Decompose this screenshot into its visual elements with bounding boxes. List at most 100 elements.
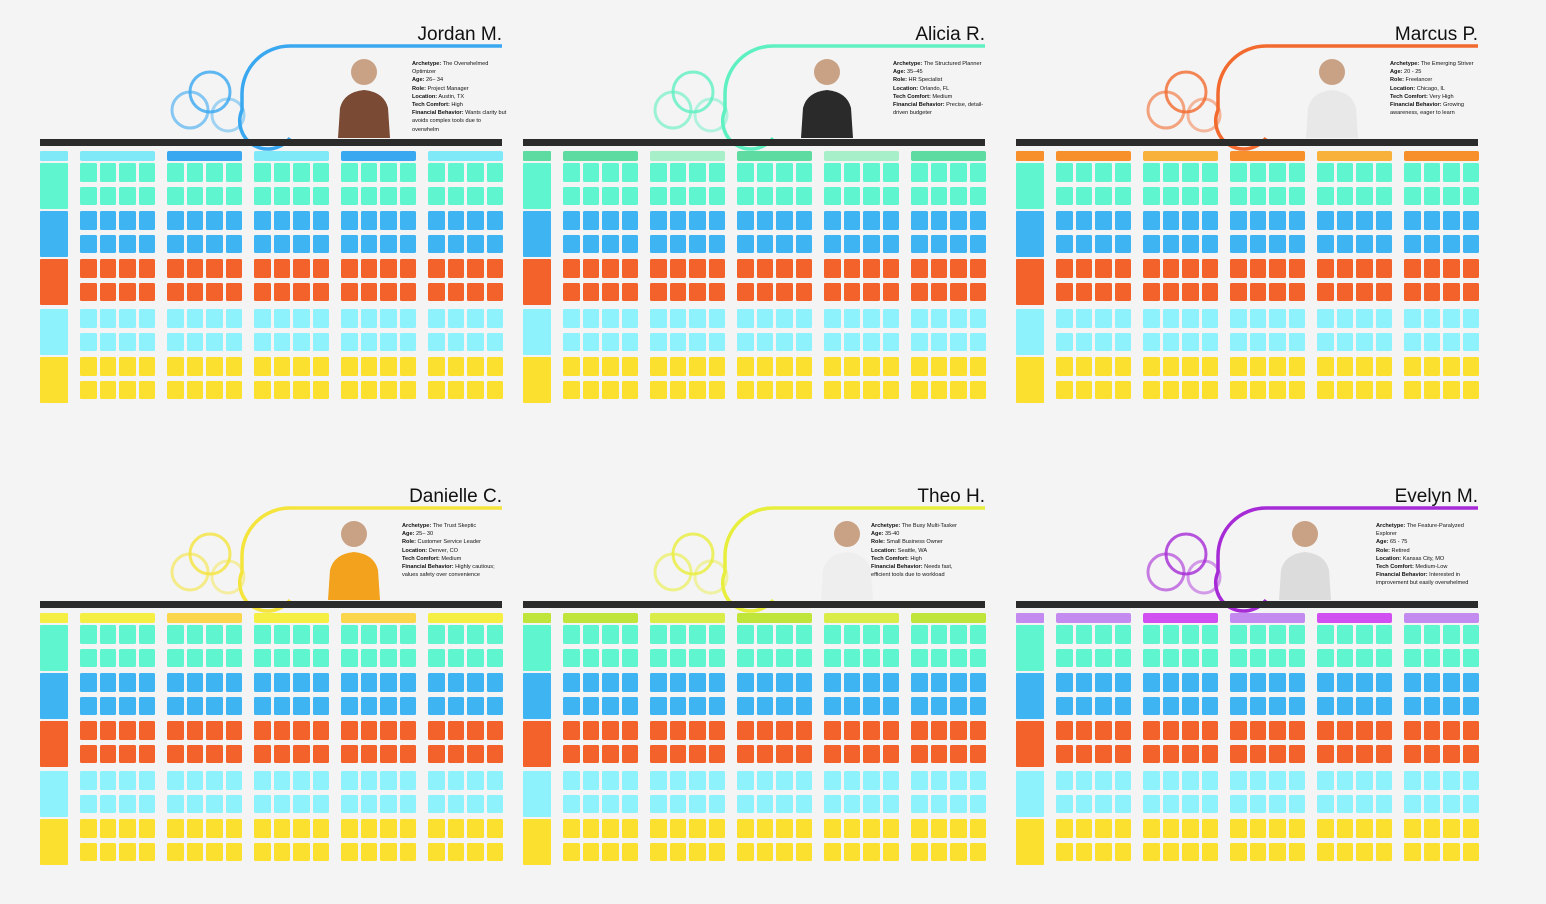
sticky-note[interactable] xyxy=(621,309,638,328)
sticky-note[interactable] xyxy=(708,771,725,790)
sticky-note[interactable] xyxy=(399,333,416,351)
sticky-note[interactable] xyxy=(930,843,947,861)
sticky-note[interactable] xyxy=(602,283,619,301)
sticky-note[interactable] xyxy=(650,795,667,813)
sticky-note[interactable] xyxy=(225,381,242,399)
sticky-note[interactable] xyxy=(1269,771,1286,790)
sticky-note[interactable] xyxy=(776,721,793,740)
sticky-note[interactable] xyxy=(950,697,967,715)
sticky-note[interactable] xyxy=(689,235,706,253)
sticky-note[interactable] xyxy=(1443,625,1460,644)
sticky-note[interactable] xyxy=(737,259,754,278)
sticky-note[interactable] xyxy=(1404,771,1421,790)
sticky-note[interactable] xyxy=(795,697,812,715)
sticky-note[interactable] xyxy=(1143,163,1160,182)
sticky-note[interactable] xyxy=(824,649,841,667)
sticky-note[interactable] xyxy=(1423,357,1440,376)
sticky-note[interactable] xyxy=(293,625,310,644)
sticky-note[interactable] xyxy=(1356,625,1373,644)
sticky-note[interactable] xyxy=(843,283,860,301)
sticky-note[interactable] xyxy=(467,381,484,399)
sticky-note[interactable] xyxy=(1143,819,1160,838)
sticky-note[interactable] xyxy=(1423,697,1440,715)
sticky-note[interactable] xyxy=(447,673,464,692)
sticky-note[interactable] xyxy=(1143,211,1160,230)
sticky-note[interactable] xyxy=(206,649,223,667)
sticky-note[interactable] xyxy=(602,235,619,253)
sticky-note[interactable] xyxy=(138,187,155,205)
sticky-note[interactable] xyxy=(1356,211,1373,230)
sticky-note[interactable] xyxy=(119,235,136,253)
sticky-note[interactable] xyxy=(1317,211,1334,230)
sticky-note[interactable] xyxy=(708,357,725,376)
sticky-note[interactable] xyxy=(863,697,880,715)
sticky-note[interactable] xyxy=(582,235,599,253)
sticky-note[interactable] xyxy=(1075,697,1092,715)
sticky-note[interactable] xyxy=(312,309,329,328)
sticky-note[interactable] xyxy=(380,673,397,692)
sticky-note[interactable] xyxy=(882,745,899,763)
sticky-note[interactable] xyxy=(206,163,223,182)
sticky-note[interactable] xyxy=(138,357,155,376)
sticky-note[interactable] xyxy=(1356,333,1373,351)
sticky-note[interactable] xyxy=(863,819,880,838)
sticky-note[interactable] xyxy=(708,843,725,861)
sticky-note[interactable] xyxy=(380,721,397,740)
sticky-note[interactable] xyxy=(341,745,358,763)
sticky-note[interactable] xyxy=(1462,771,1479,790)
sticky-note[interactable] xyxy=(795,795,812,813)
sticky-note[interactable] xyxy=(1336,721,1353,740)
sticky-note[interactable] xyxy=(273,211,290,230)
sticky-note[interactable] xyxy=(911,697,928,715)
sticky-note[interactable] xyxy=(1249,795,1266,813)
sticky-note[interactable] xyxy=(399,843,416,861)
stage-header[interactable] xyxy=(650,151,725,161)
sticky-note[interactable] xyxy=(1443,235,1460,253)
sticky-note[interactable] xyxy=(1162,745,1179,763)
sticky-note[interactable] xyxy=(1056,673,1073,692)
sticky-note[interactable] xyxy=(1404,163,1421,182)
sticky-note[interactable] xyxy=(621,235,638,253)
sticky-note[interactable] xyxy=(863,721,880,740)
sticky-note[interactable] xyxy=(186,283,203,301)
sticky-note[interactable] xyxy=(167,357,184,376)
sticky-note[interactable] xyxy=(399,721,416,740)
sticky-note[interactable] xyxy=(380,283,397,301)
sticky-note[interactable] xyxy=(428,211,445,230)
sticky-note[interactable] xyxy=(669,283,686,301)
sticky-note[interactable] xyxy=(1095,673,1112,692)
sticky-note[interactable] xyxy=(1182,843,1199,861)
sticky-note[interactable] xyxy=(467,843,484,861)
sticky-note[interactable] xyxy=(1356,187,1373,205)
sticky-note[interactable] xyxy=(824,625,841,644)
sticky-note[interactable] xyxy=(1356,819,1373,838)
sticky-note[interactable] xyxy=(1095,357,1112,376)
sticky-note[interactable] xyxy=(843,819,860,838)
sticky-note[interactable] xyxy=(708,673,725,692)
sticky-note[interactable] xyxy=(254,381,271,399)
sticky-note[interactable] xyxy=(689,649,706,667)
sticky-note[interactable] xyxy=(1114,187,1131,205)
sticky-note[interactable] xyxy=(399,309,416,328)
sticky-note[interactable] xyxy=(467,819,484,838)
sticky-note[interactable] xyxy=(582,673,599,692)
sticky-note[interactable] xyxy=(254,745,271,763)
sticky-note[interactable] xyxy=(650,745,667,763)
sticky-note[interactable] xyxy=(1162,819,1179,838)
stage-header[interactable] xyxy=(341,151,416,161)
sticky-note[interactable] xyxy=(911,745,928,763)
sticky-note[interactable] xyxy=(1182,795,1199,813)
sticky-note[interactable] xyxy=(486,235,503,253)
sticky-note[interactable] xyxy=(428,721,445,740)
sticky-note[interactable] xyxy=(650,163,667,182)
sticky-note[interactable] xyxy=(1056,771,1073,790)
sticky-note[interactable] xyxy=(1423,187,1440,205)
sticky-note[interactable] xyxy=(293,649,310,667)
sticky-note[interactable] xyxy=(1056,795,1073,813)
sticky-note[interactable] xyxy=(1162,697,1179,715)
sticky-note[interactable] xyxy=(863,649,880,667)
sticky-note[interactable] xyxy=(1288,357,1305,376)
sticky-note[interactable] xyxy=(80,235,97,253)
sticky-note[interactable] xyxy=(206,771,223,790)
sticky-note[interactable] xyxy=(1162,843,1179,861)
